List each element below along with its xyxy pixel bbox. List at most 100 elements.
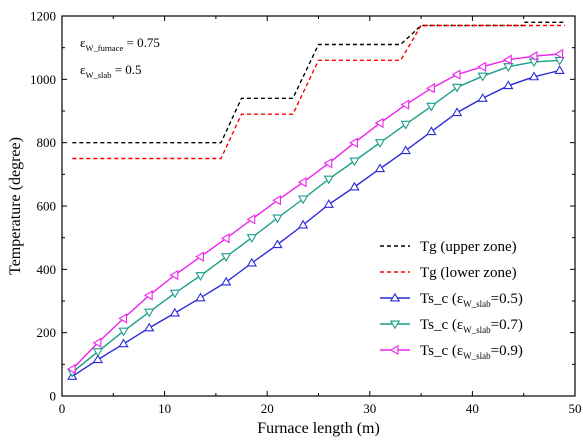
legend-label-subscript: W_slab (463, 299, 491, 309)
data-point-series-4 (400, 99, 410, 110)
data-point-series-2 (144, 322, 155, 332)
legend-label-subscript: W_slab (463, 351, 491, 361)
legend-label-prefix: Ts_c (ε (420, 343, 463, 359)
data-point-series-4 (92, 337, 102, 348)
data-point-series-3 (554, 56, 565, 66)
legend-label-prefix: Ts_c (ε (420, 291, 463, 307)
data-point-series-2 (554, 65, 565, 74)
data-point-series-2 (400, 145, 411, 155)
data-point-series-3 (246, 234, 257, 243)
annotation-value: = 0.75 (123, 35, 160, 50)
x-tick-label: 10 (158, 401, 171, 416)
y-tick-label: 0 (50, 389, 57, 404)
data-point-series-2 (297, 219, 309, 229)
y-axis-label: Temperature (degree) (7, 137, 24, 275)
annotation-1: εW_slab = 0.5 (80, 62, 142, 80)
data-point-series-2 (528, 71, 540, 81)
annotation-subscript: W_slab (85, 70, 111, 80)
data-point-series-2 (477, 93, 488, 102)
annotation-symbol: ε (80, 35, 86, 50)
legend-label-4: Ts_c (εW_slab=0.9) (420, 343, 523, 361)
legend-label-2: Ts_c (εW_slab=0.5) (420, 291, 523, 309)
data-point-series-3 (374, 139, 386, 148)
legend-label-suffix: =0.7) (491, 317, 523, 333)
legend-marker-3 (389, 320, 401, 330)
data-point-series-2 (323, 199, 334, 208)
data-point-series-3 (349, 157, 360, 167)
data-point-series-4 (143, 290, 153, 301)
data-point-series-4 (323, 158, 333, 169)
y-tick-label: 1200 (30, 9, 56, 24)
x-axis-label: Furnace length (m) (257, 420, 380, 437)
annotation-symbol: ε (80, 62, 86, 77)
data-point-series-3 (451, 83, 463, 93)
data-point-series-2 (220, 276, 232, 286)
data-point-series-3 (477, 72, 488, 82)
series-line-4 (71, 53, 560, 370)
data-point-series-4 (246, 214, 256, 225)
x-tick-label: 30 (363, 401, 376, 416)
data-point-series-2 (246, 257, 257, 267)
data-point-series-2 (118, 338, 129, 348)
data-point-series-3 (323, 175, 334, 185)
annotation-0: εW_furnace = 0.75 (80, 35, 160, 53)
legend-label-suffix: =0.9) (491, 343, 523, 359)
data-point-series-3 (118, 327, 129, 337)
data-point-series-4 (477, 61, 487, 72)
y-tick-label: 1000 (30, 72, 56, 87)
data-point-series-4 (503, 54, 512, 65)
data-point-series-3 (297, 195, 309, 205)
data-point-series-2 (503, 80, 514, 90)
data-point-series-4 (272, 195, 281, 206)
y-tick-label: 600 (37, 199, 57, 214)
data-point-series-2 (272, 239, 283, 249)
data-point-series-3 (426, 102, 437, 112)
data-point-series-4 (297, 177, 307, 188)
data-point-series-4 (528, 51, 538, 62)
data-point-series-2 (169, 307, 181, 317)
data-point-series-2 (349, 181, 360, 191)
y-tick-label: 200 (37, 325, 57, 340)
x-tick-label: 0 (59, 401, 66, 416)
x-tick-label: 40 (466, 401, 479, 416)
data-point-series-3 (195, 272, 206, 281)
series-line-1 (72, 24, 565, 160)
data-point-series-4 (66, 363, 76, 375)
y-tick-label: 800 (37, 135, 57, 150)
legend-label-suffix: =0.5) (491, 291, 523, 307)
data-point-series-2 (92, 354, 104, 364)
x-tick-label: 50 (569, 401, 582, 416)
data-point-series-3 (144, 308, 155, 318)
data-point-series-4 (169, 269, 179, 281)
legend-label-0: Tg (upper zone) (420, 239, 517, 255)
data-point-series-4 (426, 83, 435, 94)
legend-label-subscript: W_slab (463, 325, 491, 335)
data-point-series-4 (195, 251, 204, 262)
legend-label-prefix: Ts_c (ε (420, 317, 463, 333)
data-point-series-2 (195, 292, 206, 302)
data-point-series-2 (451, 107, 463, 117)
annotation-subscript: W_furnace (85, 43, 123, 53)
legend-label-3: Ts_c (εW_slab=0.7) (420, 317, 523, 335)
data-point-series-2 (426, 126, 437, 136)
data-point-series-4 (374, 117, 384, 129)
data-point-series-3 (92, 348, 104, 357)
data-point-series-4 (451, 69, 461, 80)
y-tick-label: 400 (37, 262, 57, 277)
legend-marker-2 (389, 292, 401, 302)
x-tick-label: 20 (261, 401, 274, 416)
data-point-series-4 (349, 137, 358, 148)
data-point-series-4 (220, 233, 230, 244)
legend-label-1: Tg (lower zone) (420, 265, 517, 281)
data-point-series-4 (554, 48, 564, 60)
data-point-series-2 (374, 163, 386, 173)
data-point-series-3 (169, 289, 181, 299)
data-point-series-3 (220, 253, 232, 262)
data-point-series-4 (118, 313, 128, 324)
data-point-series-3 (272, 214, 283, 224)
data-point-series-3 (503, 63, 514, 72)
annotation-value: = 0.5 (111, 62, 141, 77)
legend-marker-4 (389, 344, 399, 356)
data-point-series-3 (400, 120, 411, 130)
